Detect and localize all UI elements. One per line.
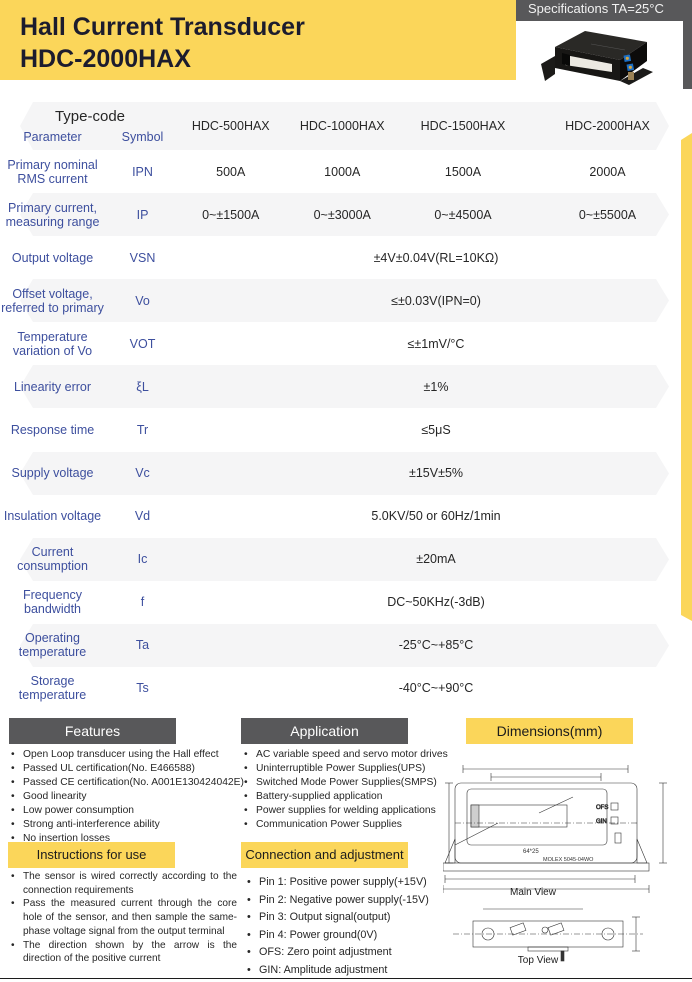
svg-text:MOLEX 5045-04WO: MOLEX 5045-04WO: [543, 857, 594, 863]
svg-text:Top View: Top View: [518, 955, 559, 966]
svg-text:Main View: Main View: [510, 887, 557, 898]
svg-text:64*25: 64*25: [523, 849, 539, 855]
svg-text:GIN: GIN: [596, 819, 607, 825]
svg-text:OFS: OFS: [596, 805, 608, 811]
